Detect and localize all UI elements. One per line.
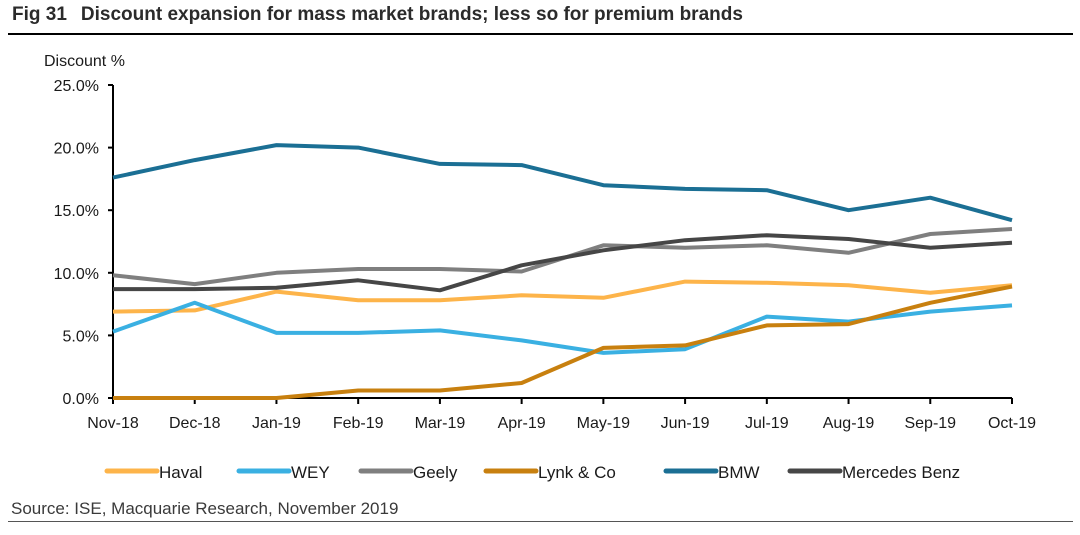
legend-label: Mercedes Benz [842,463,960,482]
y-tick-label: 0.0% [63,391,99,408]
chart-title: Discount expansion for mass market brand… [80,4,743,25]
x-tick-label: Aug-19 [823,415,875,432]
x-tick-label: Jul-19 [745,415,789,432]
y-tick-label: 5.0% [63,328,99,345]
legend-label: Geely [413,463,458,482]
x-tick-label: May-19 [577,415,630,432]
series-line-lynk-co [113,284,1013,400]
series-line-mercedes-benz [113,233,1013,293]
y-tick-label: 15.0% [54,203,99,220]
y-axis-title: Discount % [44,53,125,70]
series-line-haval [112,279,1013,314]
series-line-bmw [112,143,1013,223]
x-tick-label: Dec-18 [169,415,221,432]
legend-label: WEY [291,463,330,482]
series-line-wey [112,300,1013,355]
legend-label: BMW [718,463,760,482]
x-tick-label: Sep-19 [904,415,956,432]
y-tick-label: 10.0% [54,266,99,283]
header-rule [8,33,1073,35]
x-tick-label: Jun-19 [661,415,710,432]
y-tick-label: 25.0% [54,78,99,95]
x-tick-label: Jan-19 [252,415,301,432]
x-tick-label: Nov-18 [87,415,139,432]
series-lines [112,143,1013,400]
source-note: Source: ISE, Macquarie Research, Novembe… [11,499,399,518]
y-tick-label: 20.0% [54,141,99,158]
x-tick-label: Oct-19 [988,415,1036,432]
legend-label: Haval [159,463,202,482]
legend: Haval WEY Geely Lynk & Co BMW Mercedes Benz [104,463,960,482]
y-axis: 0.0% 5.0% 10.0% 15.0% 20.0% 25.0% [54,78,114,408]
figure-header: Fig 31 Discount expansion for mass market… [12,4,743,26]
footer-rule [8,521,1073,522]
line-chart: Discount % 0.0%5.0%10.0%15.0%20.0%25.0% … [44,53,1036,482]
legend-label: Lynk & Co [538,463,616,482]
x-tick-label: Mar-19 [415,415,466,432]
figure-number: Fig 31 [12,4,67,25]
x-axis: Nov-18 Dec-18 Jan-19 Feb-19 Mar-19 Apr-19 May-… [87,397,1036,432]
x-tick-label: Apr-19 [498,415,546,432]
x-tick-label: Feb-19 [333,415,384,432]
